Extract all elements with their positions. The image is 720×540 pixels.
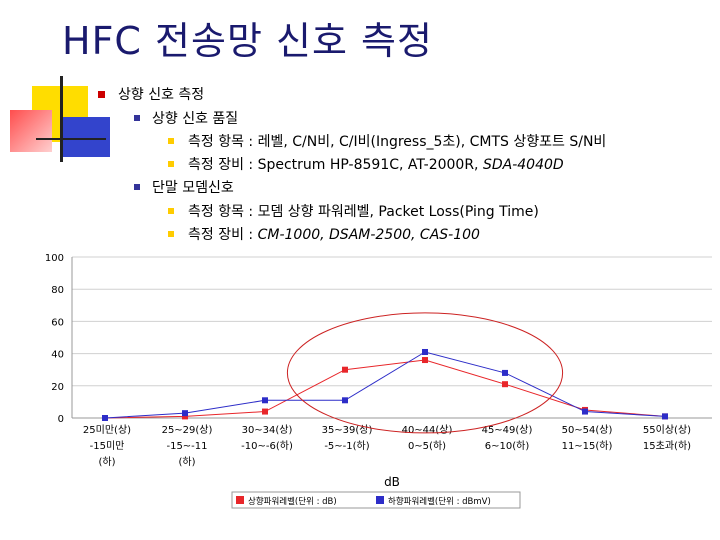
data-point	[422, 357, 428, 364]
bullet-item: 측정 장비 : Spectrum HP-8591C, AT-2000R, SDA…	[188, 154, 564, 174]
data-point	[182, 410, 188, 417]
deco-blue-square	[60, 117, 110, 157]
bullet-item: 단말 모뎀신호	[152, 180, 234, 196]
y-tick-label: 40	[51, 350, 64, 361]
data-point	[342, 397, 348, 404]
bullet-text: 측정 장비 :	[188, 227, 258, 243]
x-tick-label: 25미만(상) -15미만 (하)	[83, 424, 131, 468]
x-tick-label-line: -5~-1(하)	[324, 439, 369, 452]
page-title: HFC 전송망 신호 측정	[62, 19, 433, 63]
x-tick-label-line: 15초과(하)	[643, 439, 691, 452]
legend-label: 하향파워레벨(단위 : dBmV)	[388, 496, 491, 507]
y-tick-label: 100	[45, 253, 64, 264]
x-tick-label-line: 30~34(상)	[242, 424, 293, 436]
series-line	[104, 351, 666, 419]
data-point	[262, 397, 268, 404]
bullet-item: 측정 항목 : 레벨, C/N비, C/I비(Ingress_5초), CMTS…	[188, 134, 607, 150]
data-point	[502, 381, 508, 388]
x-tick-label: 55이상(상) 15초과(하)	[643, 424, 691, 452]
data-point	[502, 369, 508, 376]
bullet-marker	[168, 231, 174, 237]
legend-swatch	[376, 496, 384, 504]
deco-red-square	[10, 110, 52, 152]
data-point	[582, 408, 588, 415]
data-point	[422, 348, 428, 355]
bullet-marker	[168, 161, 174, 167]
bullet-marker	[168, 138, 174, 144]
x-tick-label-line: (하)	[178, 455, 195, 468]
bullet-item: 상향 신호 품질	[152, 111, 239, 127]
bullet-item: 상향 신호 측정	[118, 87, 205, 103]
bullet-item: 측정 항목 : 모뎀 상향 파워레벨, Packet Loss(Ping Tim…	[188, 204, 539, 220]
data-point	[182, 413, 188, 420]
x-tick-label-line: 55이상(상)	[643, 424, 691, 436]
x-tick-label: 25~29(상) -15~-11 (하)	[162, 424, 213, 468]
bullet-italic-text: SDA-4040D	[482, 157, 564, 173]
bullet-marker	[134, 115, 140, 121]
bullet-marker	[98, 91, 105, 98]
x-tick-label-line: 11~15(하)	[562, 439, 613, 452]
data-point	[262, 408, 268, 415]
bullet-item: 측정 장비 : CM-1000, DSAM-2500, CAS-100	[188, 224, 480, 244]
data-point	[662, 413, 668, 420]
x-tick-label-line: -15미만	[90, 440, 125, 452]
x-tick-label-line: -15~-11	[166, 441, 207, 452]
data-point	[102, 415, 108, 421]
x-tick-label: 35~39(상) -5~-1(하)	[322, 424, 373, 452]
x-tick-label-line: 25미만(상)	[83, 424, 131, 436]
bullet-text: 측정 장비 : Spectrum HP-8591C, AT-2000R,	[188, 157, 483, 173]
y-tick-label: 20	[51, 382, 64, 393]
legend-label: 상향파워레벨(단위 : dB)	[248, 496, 337, 507]
deco-vertical-line	[60, 76, 63, 162]
x-tick-label: 40~44(상) 0~5(하)	[402, 424, 453, 452]
x-tick-label-line: (하)	[98, 455, 115, 468]
x-tick-label-line: 6~10(하)	[485, 439, 530, 452]
annotation-ellipse	[286, 312, 564, 434]
y-tick-label: 60	[51, 317, 64, 328]
data-point	[342, 366, 348, 373]
x-tick-label-line: 25~29(상)	[162, 424, 213, 436]
x-tick-label-line: 35~39(상)	[322, 424, 373, 436]
x-tick-label: 50~54(상) 11~15(하)	[562, 424, 613, 452]
y-tick-label: 0	[58, 414, 64, 425]
x-tick-label-line: 50~54(상)	[562, 424, 613, 436]
legend-swatch	[236, 496, 244, 504]
deco-horizontal-line	[36, 138, 106, 140]
x-tick-label: 45~49(상) 6~10(하)	[482, 424, 533, 452]
power-level-chart: 0 20 40 60 80 100 25미만(상) -15미만 (하) 25~29(상) -15~-…	[45, 253, 712, 509]
x-tick-label: 30~34(상) -10~-6(하)	[241, 424, 293, 452]
bullet-marker	[134, 184, 140, 190]
x-axis-label: dB	[384, 475, 400, 489]
x-tick-label-line: -10~-6(하)	[241, 439, 293, 452]
x-tick-label-line: 40~44(상)	[402, 424, 453, 436]
bullet-italic-text: CM-1000, DSAM-2500, CAS-100	[257, 227, 480, 243]
x-tick-label-line: 0~5(하)	[408, 439, 446, 452]
x-tick-label-line: 45~49(상)	[482, 424, 533, 436]
y-tick-label: 80	[51, 285, 64, 296]
bullet-marker	[168, 208, 174, 214]
